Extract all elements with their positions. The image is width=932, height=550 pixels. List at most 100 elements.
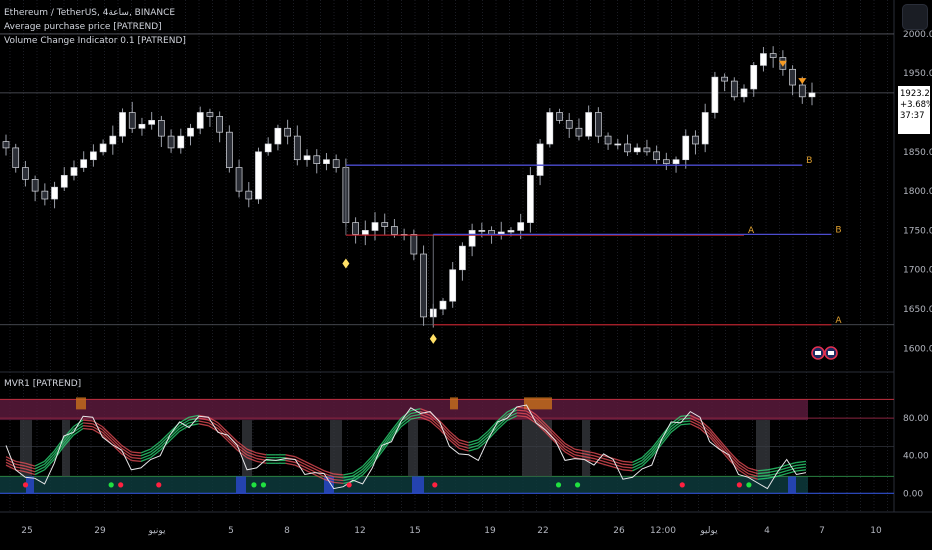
ribbon-segment — [131, 456, 142, 460]
ribbon-segment — [468, 447, 479, 452]
candle-body — [22, 167, 29, 180]
signal-dot — [736, 482, 742, 488]
ribbon-segment — [169, 430, 180, 442]
time-axis[interactable]: 25 29 يونيو 5 8 12 15 19 22 26 12:00 يوليو 4 7 10 — [21, 526, 882, 536]
ribbon-segment — [410, 410, 421, 415]
ribbon-segment — [121, 444, 132, 453]
ribbon-segment — [554, 439, 566, 450]
ribbon-segment — [690, 420, 701, 427]
price-axis[interactable]: 2000.00 1950.00 1850.00 1800.00 1750.00 1700.… — [903, 30, 932, 499]
candle-body — [449, 269, 457, 302]
ribbon-segment — [34, 460, 45, 467]
ribbon-segment — [420, 416, 431, 422]
ribbon-segment — [429, 414, 441, 425]
corner-button[interactable] — [902, 4, 928, 30]
candle-body — [614, 143, 622, 146]
ribbon-segment — [526, 416, 537, 424]
ribbon-segment — [25, 468, 36, 473]
ribbon-segment — [622, 460, 633, 463]
ribbon-segment — [391, 423, 402, 437]
ribbon-segment — [256, 452, 267, 456]
flag-icon[interactable] — [824, 346, 838, 360]
ribbon-segment — [294, 458, 306, 465]
ribbon-segment — [53, 440, 65, 455]
time-tick-label: 29 — [94, 526, 106, 536]
pulse-block — [26, 476, 34, 494]
ribbon-segment — [150, 441, 161, 450]
ribbon-segment — [198, 420, 209, 424]
candle-body — [692, 135, 699, 145]
ribbon-segment — [497, 419, 508, 430]
candle-body — [721, 76, 728, 82]
signal-diamond — [342, 258, 350, 269]
pulse-block — [236, 476, 246, 494]
ribbon-segment — [236, 449, 248, 459]
signal-dot — [260, 482, 267, 488]
ribbon-segment — [767, 475, 778, 479]
candle-body — [662, 159, 670, 164]
flag-icon[interactable] — [811, 346, 825, 360]
bar-countdown: 37:37 — [900, 111, 925, 121]
signal-dot — [346, 482, 352, 488]
candle-body — [740, 88, 748, 98]
oscillator-panel[interactable] — [0, 397, 894, 494]
ribbon-segment — [5, 464, 16, 471]
ribbon-segment — [227, 440, 238, 451]
ribbon-segment — [101, 428, 113, 440]
candle-body — [808, 92, 816, 98]
ribbon-segment — [381, 429, 393, 444]
ribbon-segment — [333, 476, 344, 479]
ribbon-segment — [44, 450, 55, 462]
ribbon-segment — [680, 417, 691, 420]
candle-body — [196, 112, 204, 129]
legend-symbol[interactable]: Ethereum / TetherUS, 4ساعة, BINANCE — [4, 8, 176, 18]
signal-dot — [118, 482, 124, 488]
ribbon-segment — [410, 408, 421, 412]
ribbon-segment — [236, 441, 248, 450]
ribbon-segment — [294, 456, 306, 462]
price-tick-label: 1950.00 — [903, 69, 932, 79]
candle-body — [546, 112, 554, 145]
ribbon-segment — [343, 472, 354, 476]
candle-body — [361, 230, 369, 235]
signal-dot — [555, 482, 562, 488]
ribbon-segment — [796, 463, 807, 467]
candle-body — [303, 155, 311, 161]
candle-body — [274, 127, 282, 145]
zone-overbought — [0, 399, 808, 421]
price-panel[interactable]: B A B A — [0, 33, 894, 360]
ribbon-segment — [747, 475, 758, 480]
ribbon-segment — [227, 437, 238, 448]
candle-body — [60, 175, 68, 188]
time-tick-label: 26 — [613, 526, 625, 536]
candle-body — [313, 155, 321, 164]
legend-mvr1[interactable]: MVR1 [PATREND] — [4, 379, 82, 389]
candle-body — [264, 143, 272, 153]
ribbon-segment — [159, 434, 171, 445]
ribbon-segment — [83, 422, 93, 425]
signal-dot — [251, 482, 257, 488]
time-tick-label: 12:00 — [650, 526, 676, 536]
ribbon-segment — [429, 420, 441, 430]
candle-body — [332, 159, 340, 168]
level-label: A — [748, 226, 755, 236]
ribbon-segment — [179, 419, 190, 427]
candle-body — [119, 112, 126, 137]
ribbon-segment — [709, 430, 720, 444]
ribbon-segment — [285, 454, 296, 458]
ribbon-segment — [34, 466, 45, 473]
legend-volume-change[interactable]: Volume Change Indicator 0.1 [PATREND] — [4, 36, 186, 46]
ribbon-segment — [796, 466, 807, 469]
ribbon-segment — [217, 422, 229, 433]
legend-avg-price[interactable]: Average purchase price [PATREND] — [4, 22, 162, 32]
ribbon-segment — [439, 420, 450, 432]
ribbon-segment — [526, 407, 537, 416]
ribbon-segment — [420, 413, 431, 419]
highlight-column — [408, 420, 418, 477]
ribbon-segment — [747, 470, 758, 475]
ribbon-segment — [217, 425, 229, 436]
ribbon-segment — [208, 419, 219, 427]
ribbon-segment — [111, 438, 123, 449]
ribbon-segment — [641, 447, 653, 459]
